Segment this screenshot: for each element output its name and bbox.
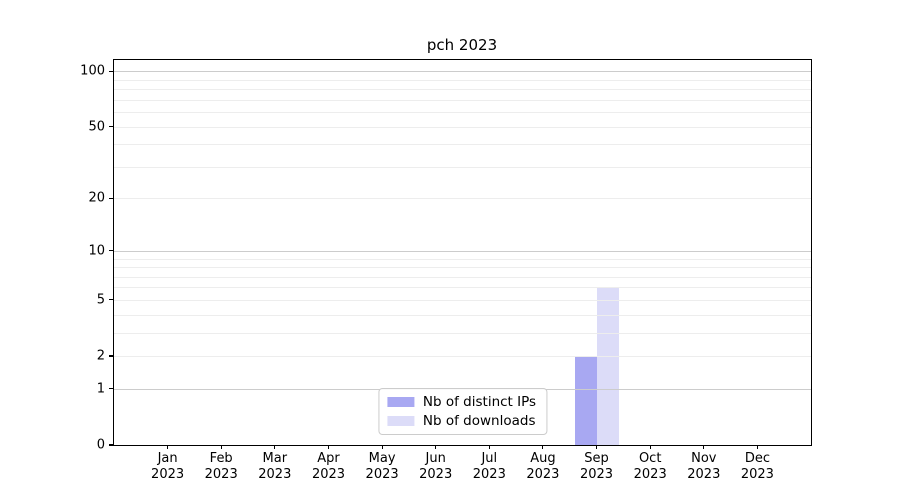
legend-entry-distinct-ips: Nb of distinct IPs	[386, 394, 537, 410]
x-tick-label-nov-2023: Nov 2023	[687, 451, 721, 482]
x-tick-jun-2023	[435, 445, 437, 449]
grid-minor-8	[114, 267, 811, 268]
x-tick-label-may-2023: May 2023	[365, 451, 399, 482]
legend-swatch-distinct-ips	[386, 397, 414, 407]
x-tick-nov-2023	[703, 445, 705, 449]
chart-title: pch 2023	[426, 36, 498, 54]
x-tick-feb-2023	[220, 445, 222, 449]
x-tick-jul-2023	[488, 445, 490, 449]
plot-area: 0 1 2 5 10 20 50 100 Jan 2023 Feb 2023 Mar 2023 Apr 202…	[80, 60, 811, 482]
y-tick-label-0: 0	[96, 437, 105, 453]
grid-minor-5	[114, 299, 811, 301]
legend: Nb of distinct IPs Nb of downloads	[377, 388, 548, 435]
x-tick-label-sep-2023: Sep 2023	[579, 451, 614, 482]
y-tick-100	[109, 70, 113, 72]
x-tick-dec-2023	[756, 445, 758, 449]
x-tick-jan-2023	[167, 445, 169, 449]
grid-major-10	[114, 250, 811, 252]
grid-minor-20	[114, 198, 811, 200]
grid-minor-80	[114, 89, 811, 91]
grid-minor-9	[114, 258, 811, 260]
axes-frame: 0 1 2 5 10 20 50 100 Jan 2023 Feb 2023 Mar 2023 Apr 202…	[80, 59, 812, 482]
x-tick-mar-2023	[274, 445, 276, 449]
y-tick-label-1: 1	[96, 381, 105, 397]
y-tick-20	[109, 197, 113, 199]
x-tick-apr-2023	[327, 445, 330, 449]
grid-major-100	[114, 71, 811, 73]
grid-minor-30	[114, 166, 811, 168]
x-tick-label-aug-2023: Aug 2023	[526, 451, 560, 482]
grid-minor-3	[114, 332, 811, 334]
x-tick-label-apr-2023: Apr 2023	[311, 451, 346, 482]
y-tick-label-5: 5	[96, 292, 105, 308]
x-tick-sep-2023	[595, 445, 598, 449]
x-tick-label-jul-2023: Jul 2023	[472, 451, 506, 482]
y-tick-10	[109, 250, 113, 252]
x-tick-aug-2023	[542, 445, 544, 449]
grid-minor-60	[114, 112, 811, 114]
bar-nb-of-downloads-sep-2023	[596, 287, 619, 445]
y-tick-label-20: 20	[88, 190, 105, 206]
grid-minor-6	[114, 287, 811, 289]
x-tick-label-dec-2023: Dec 2023	[740, 451, 774, 482]
y-tick-5	[109, 299, 113, 301]
y-tick-label-10: 10	[88, 243, 105, 259]
legend-entry-downloads: Nb of downloads	[386, 413, 536, 429]
x-tick-label-jan-2023: Jan 2023	[151, 451, 185, 482]
y-tick-label-50: 50	[88, 119, 105, 135]
x-tick-may-2023	[381, 445, 383, 449]
legend-label-distinct-ips: Nb of distinct IPs	[422, 394, 537, 410]
y-tick-2	[109, 355, 113, 357]
bar-nb-of-distinct-ips-sep-2023	[574, 356, 597, 445]
grid-minor-50	[114, 126, 811, 128]
y-tick-label-2: 2	[96, 348, 105, 364]
x-tick-label-oct-2023: Oct 2023	[633, 451, 667, 482]
grid-minor-4	[114, 314, 811, 316]
x-tick-oct-2023	[649, 445, 651, 449]
grid-minor-40	[114, 144, 811, 146]
x-tick-label-feb-2023: Feb 2023	[204, 451, 238, 482]
y-tick-50	[109, 126, 113, 128]
x-tick-label-jun-2023: Jun 2023	[419, 451, 453, 482]
legend-swatch-downloads	[386, 416, 414, 426]
y-tick-1	[109, 388, 113, 390]
grid-minor-90	[114, 79, 811, 81]
x-tick-label-mar-2023: Mar 2023	[258, 451, 292, 482]
grid-minor-70	[114, 99, 811, 101]
legend-label-downloads: Nb of downloads	[422, 413, 536, 429]
y-tick-0	[109, 444, 113, 446]
grid-minor-7	[114, 276, 811, 278]
grid-minor-2	[114, 356, 811, 357]
y-tick-label-100: 100	[80, 63, 105, 79]
